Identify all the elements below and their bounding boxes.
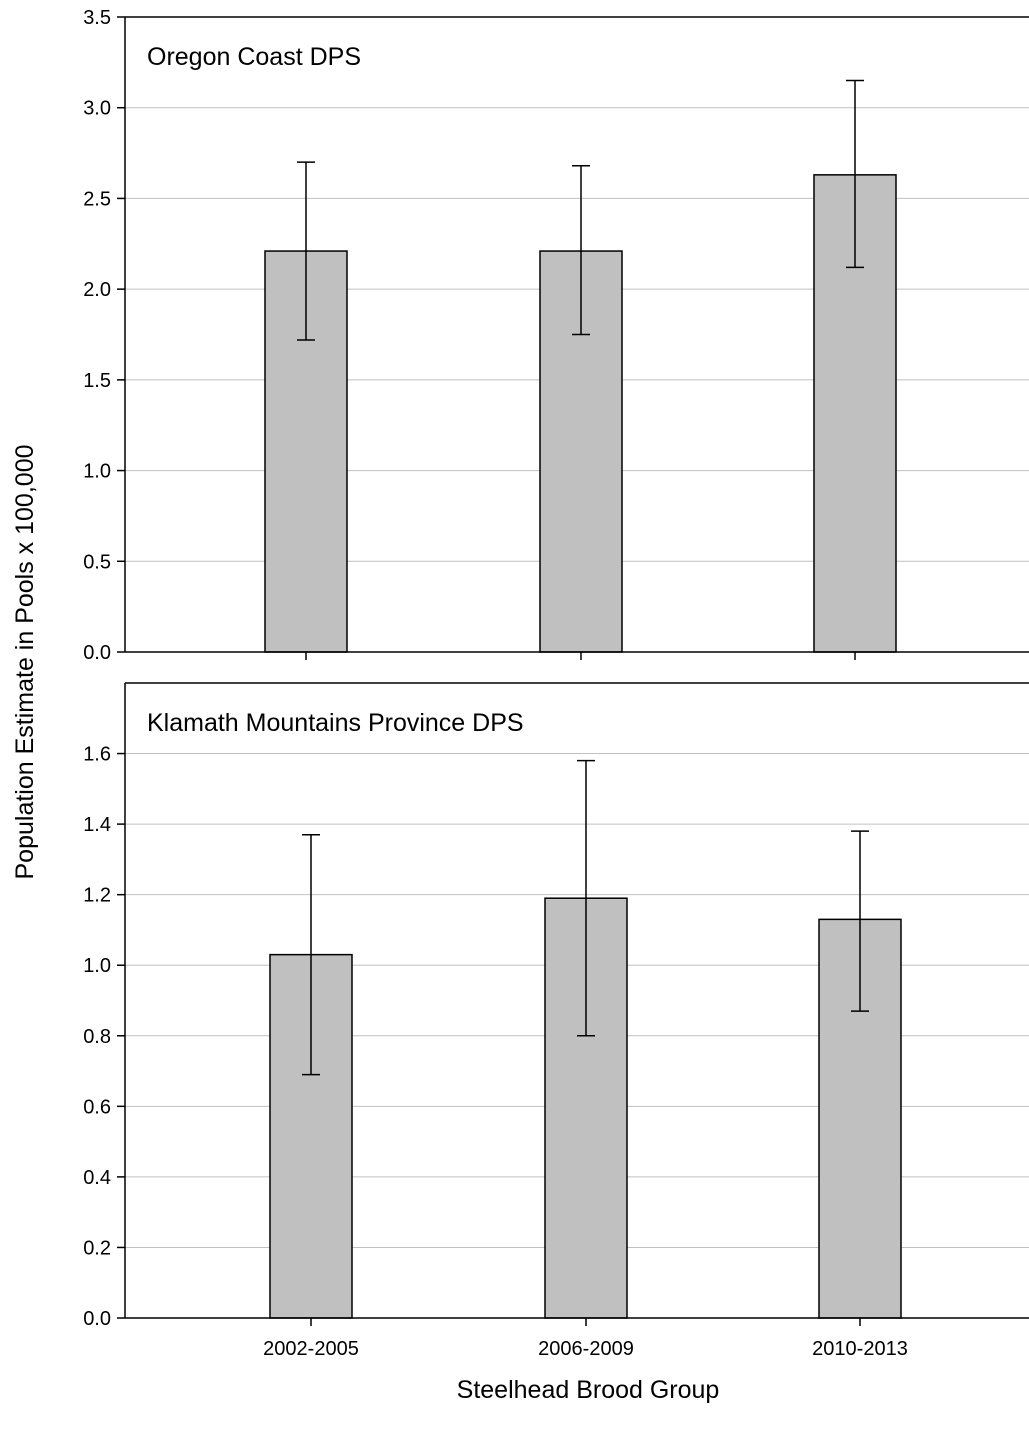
x-tick-label: 2002-2005 <box>263 1338 359 1360</box>
x-axis-label: Steelhead Brood Group <box>457 1376 720 1404</box>
y-tick-label: 0.6 <box>83 1096 111 1118</box>
x-tick-label: 2006-2009 <box>538 1338 634 1360</box>
y-tick-label: 0.0 <box>83 642 111 664</box>
y-tick-label: 3.0 <box>83 98 111 120</box>
y-tick-label: 1.5 <box>83 370 111 392</box>
panel-1: 0.0 0.5 1.0 1.5 2.0 2.5 3.0 3.5 Oregon Coast DPS <box>83 7 1029 664</box>
y-tick-label: 0.8 <box>83 1026 111 1048</box>
y-tick-label: 1.0 <box>83 955 111 977</box>
x-tick-label: 2010-2013 <box>812 1338 908 1360</box>
y-tick-label: 2.5 <box>83 188 111 210</box>
panel-title: Klamath Mountains Province DPS <box>147 709 524 737</box>
panel-title: Oregon Coast DPS <box>147 43 361 71</box>
y-tick-label: 1.0 <box>83 461 111 483</box>
y-tick-label: 0.2 <box>83 1237 111 1259</box>
panel-2: 0.0 0.2 0.4 0.6 0.8 1.0 1.2 1.4 1.6 2002-2005 2006… <box>83 682 1029 1360</box>
y-tick-label: 2.0 <box>83 279 111 301</box>
y-tick-label: 0.5 <box>83 551 111 573</box>
y-axis-label: Population Estimate in Pools x 100,000 <box>11 445 39 880</box>
y-tick-label: 1.2 <box>83 885 111 907</box>
y-tick-label: 1.6 <box>83 744 111 766</box>
y-tick-label: 0.0 <box>83 1308 111 1330</box>
y-tick-label: 0.4 <box>83 1167 111 1189</box>
y-tick-label: 3.5 <box>83 7 111 29</box>
y-tick-label: 1.4 <box>83 814 111 836</box>
panels: 0.0 0.5 1.0 1.5 2.0 2.5 3.0 3.5 Oregon Coast DPS… <box>83 7 1029 1360</box>
